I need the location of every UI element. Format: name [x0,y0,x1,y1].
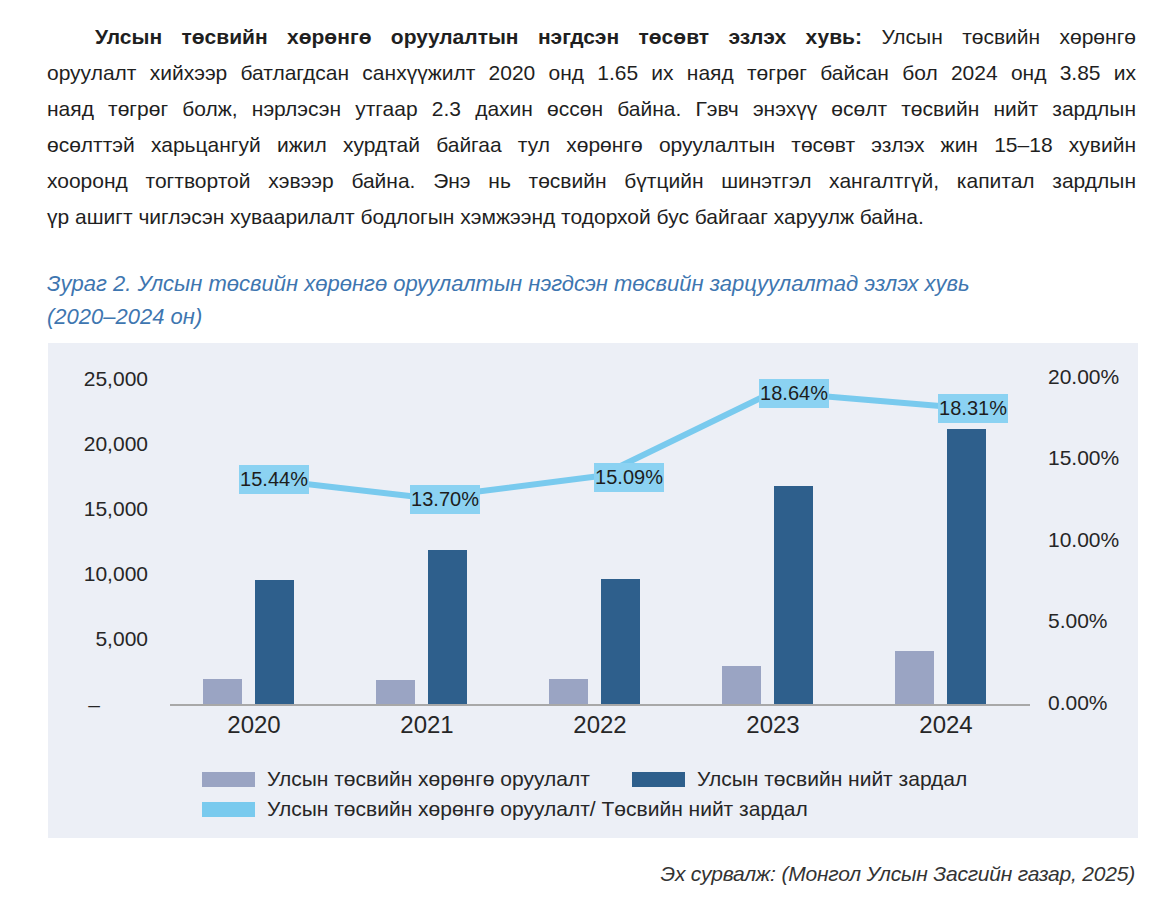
legend-swatch-capital-investment [202,772,255,787]
paragraph-line: Улсын төсвийн хөрөнгө оруулалтын нэгдсэн… [47,19,1136,55]
figure-chart: –5,00010,00015,00020,00025,0000.00%5.00%… [48,343,1138,838]
figure-caption-line1: Зураг 2. Улсын төсвийн хөрөнгө оруулалты… [47,267,970,300]
paragraph-line: үр ашигт чиглэсэн хуваарилалт бодлогын х… [47,199,1136,235]
legend-swatch-total-expenditure [632,772,685,787]
data-label: 15.44% [239,465,309,494]
paragraph-line: өсөлттэй харьцангуй ижил хурдтай байгаа … [47,127,1136,163]
data-label: 15.09% [594,463,664,492]
paragraph-line: наяд төгрөг болж, нэрлэсэн утгаар 2.3 да… [47,91,1136,127]
legend-swatch-ratio-line [202,802,255,817]
legend-label-ratio-line: Улсын төсвийн хөрөнгө оруулалт/ Төсвийн … [267,796,808,822]
intro-paragraph: Улсын төсвийн хөрөнгө оруулалтын нэгдсэн… [47,19,1136,235]
data-label: 13.70% [410,485,480,514]
figure-caption-line2: (2020–2024 он) [47,300,970,333]
paragraph-line: хооронд тогтвортой хэвээр байна. Энэ нь … [47,163,1136,199]
data-label: 18.31% [938,394,1008,423]
source-note: Эх сурвалж: (Монгол Улсын Засгийн газар,… [661,862,1135,886]
data-label: 18.64% [759,379,829,408]
paragraph-lead: Улсын төсвийн хөрөнгө оруулалтын нэгдсэн… [95,25,862,48]
legend-label-capital-investment: Улсын төсвийн хөрөнгө оруулалт [267,766,590,792]
report-page: Улсын төсвийн хөрөнгө оруулалтын нэгдсэн… [0,0,1170,922]
legend-label-total-expenditure: Улсын төсвийн нийт зардал [697,766,967,792]
paragraph-line: оруулалт хийхээр батлагдсан санхүүжилт 2… [47,55,1136,91]
figure-caption: Зураг 2. Улсын төсвийн хөрөнгө оруулалты… [47,267,970,333]
